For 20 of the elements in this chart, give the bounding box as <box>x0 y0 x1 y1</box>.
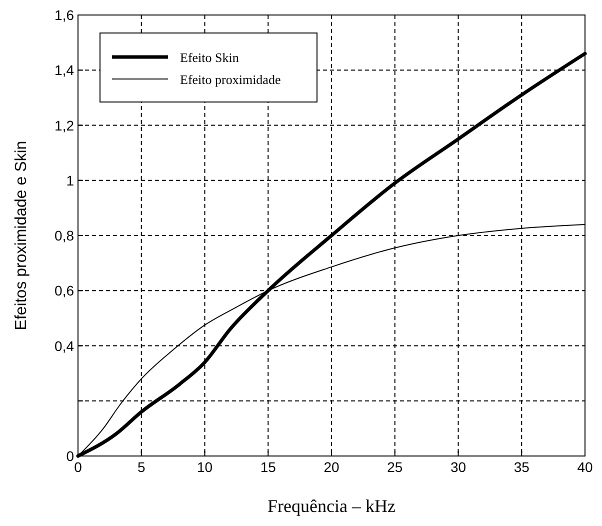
x-tick-label: 10 <box>196 459 213 475</box>
legend-label: Efeito proximidade <box>180 72 281 87</box>
y-tick-label: 0,8 <box>54 228 74 244</box>
x-axis-title: Frequência – kHz <box>268 496 396 516</box>
x-tick-label: 15 <box>260 459 276 475</box>
legend-label: Efeito Skin <box>180 50 240 65</box>
x-tick-label: 5 <box>137 459 146 475</box>
x-tick-label: 30 <box>450 459 466 475</box>
y-axis-title: Efeitos proximidade e Skin <box>13 140 30 330</box>
y-tick-label: 1,4 <box>54 62 74 78</box>
y-tick-label: 0 <box>66 448 74 464</box>
y-tick-label: 0,6 <box>54 282 74 299</box>
y-tick-label: 0,4 <box>54 338 74 354</box>
y-tick-label: 1 <box>66 172 74 188</box>
x-tick-label: 20 <box>324 459 340 475</box>
y-tick-label: 1,6 <box>54 7 74 23</box>
x-tick-label: 35 <box>514 459 530 475</box>
x-tick-label: 40 <box>577 459 593 475</box>
x-tick-label: 25 <box>387 459 403 475</box>
y-tick-label: 1,2 <box>54 117 74 134</box>
